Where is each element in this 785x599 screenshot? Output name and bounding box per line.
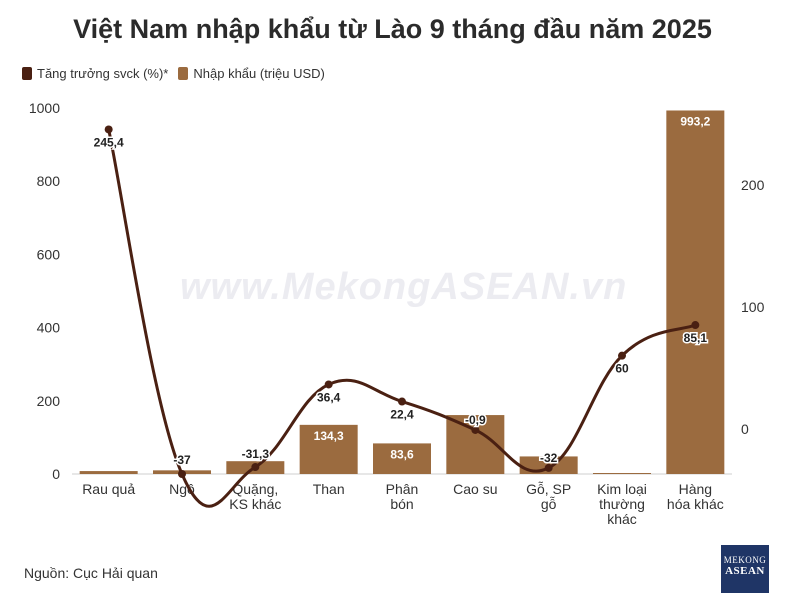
growth-point xyxy=(471,425,480,434)
y-left-tick-label: 400 xyxy=(37,320,61,336)
y-left-tick-label: 600 xyxy=(37,246,61,262)
growth-value-label: -0,9 xyxy=(465,413,486,427)
growth-point xyxy=(544,463,553,472)
y-right-tick-label: 0 xyxy=(741,421,749,437)
growth-point xyxy=(398,397,406,406)
x-tick-label: Kim loại xyxy=(597,481,647,497)
x-tick-label: Cao su xyxy=(453,481,497,497)
bar xyxy=(299,424,358,474)
growth-point xyxy=(618,351,626,360)
y-right-tick-label: 100 xyxy=(741,299,765,315)
y-right-tick-label: 200 xyxy=(741,177,765,193)
bar-value-label: 83,6 xyxy=(390,447,414,461)
y-left-tick-label: 800 xyxy=(37,173,61,189)
growth-line xyxy=(107,129,696,508)
chart-title: Việt Nam nhập khẩu từ Lào 9 tháng đầu nă… xyxy=(73,14,712,44)
bar xyxy=(373,443,431,474)
y-left-tick-label: 1000 xyxy=(29,100,60,116)
x-tick-label: Ngô xyxy=(169,481,195,497)
growth-value-label: 36,4 xyxy=(317,390,341,404)
x-tick-label: Than xyxy=(313,481,345,497)
x-tick-label: Phân xyxy=(386,481,419,497)
growth-value-label: 245,4 xyxy=(94,135,124,149)
growth-value-label: -31,3 xyxy=(242,447,270,461)
legend-item-growth: Tăng trưởng svck (%)* xyxy=(22,66,168,81)
legend-item-import: Nhập khẩu (triệu USD) xyxy=(178,66,325,81)
growth-value-label: 60 xyxy=(615,362,629,376)
logo-line2: ASEAN xyxy=(725,565,765,577)
watermark: www.MekongASEAN.vn xyxy=(180,266,628,308)
legend-swatch-import xyxy=(178,67,189,80)
x-tick-label: thường xyxy=(599,496,645,512)
x-tick-label: Hàng xyxy=(679,481,712,497)
legend: Tăng trưởng svck (%)* Nhập khẩu (triệu U… xyxy=(22,66,335,81)
x-tick-label: KS khác xyxy=(229,496,281,512)
y-left-tick-label: 0 xyxy=(52,466,60,482)
chart-plot: 0 200 400 600 800 1000 0 100 200 134,3 83,6 993,2 Ra… xyxy=(29,100,765,527)
x-tick-label: Quặng, xyxy=(232,481,278,497)
growth-value-label: -32 xyxy=(540,451,558,465)
growth-value-label: 85,1 xyxy=(684,331,708,345)
x-tick-label: bón xyxy=(390,496,413,512)
bar xyxy=(666,110,725,474)
legend-label-growth: Tăng trưởng svck (%)* xyxy=(37,66,169,81)
source-note: Nguồn: Cục Hải quan xyxy=(24,565,158,581)
x-tick-label: hóa khác xyxy=(667,496,724,512)
growth-point xyxy=(251,463,260,472)
growth-point xyxy=(691,321,700,330)
x-tick-label: Rau quả xyxy=(82,481,135,497)
growth-point xyxy=(178,470,186,478)
bar xyxy=(593,473,651,474)
x-tick-label: Gỗ, SP xyxy=(526,481,571,497)
growth-point xyxy=(104,125,113,134)
logo-line1: MEKONG xyxy=(723,555,767,565)
bar xyxy=(79,471,138,474)
bar-value-label: 134,3 xyxy=(314,429,344,443)
y-left-tick-label: 200 xyxy=(37,393,61,409)
legend-label-import: Nhập khẩu (triệu USD) xyxy=(193,66,325,81)
growth-point xyxy=(324,380,333,389)
mekongasean-logo: MEKONG ASEAN xyxy=(721,545,769,593)
x-tick-label: gỗ xyxy=(541,496,557,512)
legend-swatch-growth xyxy=(22,67,32,80)
bar-value-label: 993,2 xyxy=(680,114,710,128)
growth-value-label: -37 xyxy=(173,453,191,467)
x-tick-label: khác xyxy=(607,511,637,527)
growth-value-label: 22,4 xyxy=(390,408,414,422)
